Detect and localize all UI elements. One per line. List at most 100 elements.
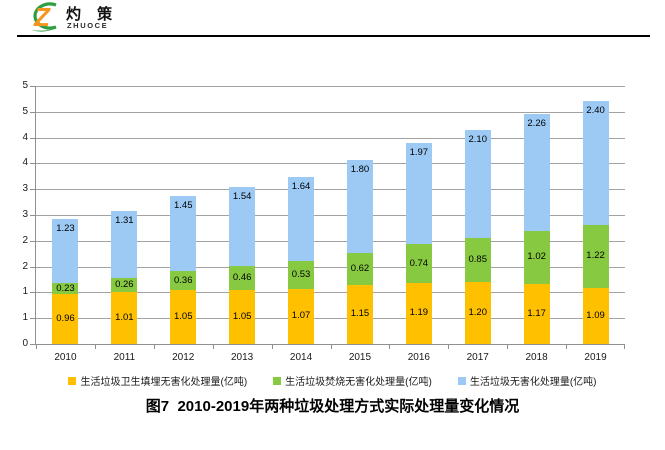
legend-item: 生活垃圾卫生填埋无害化处理量(亿吨): [68, 373, 247, 388]
bar-value-label: 1.80: [350, 163, 370, 175]
y-axis-tick: [30, 240, 36, 242]
bar-segment-2011: [111, 210, 138, 279]
x-axis-tick: [95, 344, 96, 349]
legend-swatch-icon: [273, 376, 282, 385]
gridline: [36, 163, 625, 165]
bar-value-label: 1.05: [232, 310, 252, 322]
bar-segment-2015: [346, 252, 373, 285]
x-axis-label: 2011: [113, 352, 136, 363]
bar-segment-2019: [582, 100, 609, 225]
x-axis-tick: [624, 344, 625, 349]
bar-value-label: 1.54: [232, 190, 252, 202]
y-axis-label: 5: [22, 105, 28, 117]
gridline: [36, 111, 625, 113]
y-axis-tick: [30, 266, 36, 268]
y-axis-tick: [30, 137, 36, 139]
x-axis-tick: [272, 344, 273, 349]
bar-value-label: 1.01: [115, 311, 134, 323]
x-axis-label: 2018: [525, 352, 548, 363]
gridline: [36, 318, 625, 320]
bar-value-label: 1.19: [409, 307, 429, 319]
gridline: [36, 189, 625, 191]
bar-segment-2010: [52, 219, 79, 283]
bar-segment-2019: [582, 287, 609, 344]
x-axis-tick: [154, 344, 155, 349]
bar-segment-2019: [582, 224, 609, 288]
x-axis-label: 2010: [54, 352, 77, 363]
y-axis-tick: [30, 318, 36, 320]
y-axis-label: 1: [22, 312, 28, 324]
bar-value-label: 0.74: [409, 257, 429, 269]
bar-segment-2011: [111, 278, 138, 292]
y-axis-tick: [30, 111, 36, 113]
bar-segment-2014: [288, 176, 315, 262]
bar-value-label: 1.45: [174, 200, 193, 212]
bar-segment-2012: [170, 271, 197, 290]
bar-segment-2017: [464, 282, 491, 344]
logo-mark-icon: Z: [31, 2, 57, 32]
bar-value-label: 1.31: [115, 214, 134, 226]
bar-value-label: 1.05: [174, 310, 193, 322]
gridline: [36, 137, 625, 139]
y-axis-label: 5: [22, 80, 28, 91]
bar-segment-2016: [405, 142, 432, 245]
bar-segment-2018: [523, 231, 550, 284]
x-axis-label: 2017: [466, 352, 489, 363]
y-axis-label: 1: [22, 286, 28, 298]
bar-value-label: 2.40: [586, 104, 605, 116]
chart-caption: 图7 2010-2019年两种垃圾处理方式实际处理量变化情况: [145, 398, 520, 415]
bar-value-label: 0.53: [291, 269, 311, 281]
y-axis-tick: [30, 163, 36, 165]
bar-segment-2014: [288, 261, 315, 289]
y-axis-label: 0: [22, 338, 28, 349]
legend-label: 生活垃圾无害化处理量(亿吨): [469, 377, 597, 388]
y-axis-label: 4: [22, 131, 28, 143]
bar-value-label: 0.85: [468, 254, 488, 266]
bar-value-label: 1.23: [56, 223, 75, 235]
bar-segment-2018: [523, 114, 550, 231]
bar-segment-2013: [229, 289, 256, 344]
legend-label: 生活垃圾卫生填埋无害化处理量(亿吨): [80, 377, 248, 388]
gridline: [36, 86, 625, 87]
bar-segment-2014: [288, 288, 315, 344]
bar-value-label: 1.09: [586, 309, 605, 321]
x-axis-tick: [389, 344, 390, 349]
x-axis-tick: [331, 344, 332, 349]
gridline: [36, 215, 625, 216]
y-axis-label: 3: [22, 209, 28, 220]
plot-area: 0 1 1 2 2 3 3 4 4 5 5 0.96 0.23 1.23 2010 1.01 0.26 1.31 2…: [22, 80, 625, 363]
chart-legend: 生活垃圾卫生填埋无害化处理量(亿吨) 生活垃圾焚烧无害化处理量(亿吨) 生活垃圾无害…: [0, 373, 665, 388]
y-axis-label: 4: [22, 157, 28, 169]
bar-value-label: 0.46: [232, 271, 252, 283]
bar-value-label: 0.23: [56, 282, 75, 294]
x-axis-label: 2012: [172, 352, 195, 363]
bar-segment-2016: [405, 244, 432, 283]
x-axis-tick: [507, 344, 508, 349]
legend-item: 生活垃圾焚烧无害化处理量(亿吨): [273, 373, 432, 388]
x-axis-label: 2014: [289, 352, 313, 363]
bar-value-label: 0.62: [350, 262, 370, 274]
x-axis-label: 2015: [348, 352, 372, 363]
bar-value-label: 0.26: [115, 279, 134, 291]
bar-value-label: 1.64: [291, 180, 311, 192]
bar-value-label: 0.36: [174, 274, 193, 286]
gridline: [36, 266, 625, 268]
y-axis-tick: [30, 86, 36, 87]
bar-value-label: 1.22: [586, 250, 605, 262]
bar-value-label: 1.20: [468, 307, 488, 319]
bar-value-label: 1.02: [527, 251, 546, 263]
header-divider: [17, 35, 650, 37]
bar-segment-2015: [346, 284, 373, 344]
y-axis-tick: [30, 292, 36, 294]
brand-name-cn: 灼 策: [66, 6, 119, 23]
legend-swatch-icon: [68, 376, 77, 385]
legend-label: 生活垃圾焚烧无害化处理量(亿吨): [285, 377, 432, 388]
bar-value-label: 0.96: [56, 313, 75, 325]
y-axis-tick: [30, 215, 36, 216]
x-axis-label: 2016: [407, 352, 430, 363]
x-axis-tick: [213, 344, 214, 349]
bar-value-label: 2.10: [468, 133, 488, 145]
bar-value-label: 2.26: [527, 118, 546, 130]
y-axis-label: 2: [22, 260, 28, 272]
